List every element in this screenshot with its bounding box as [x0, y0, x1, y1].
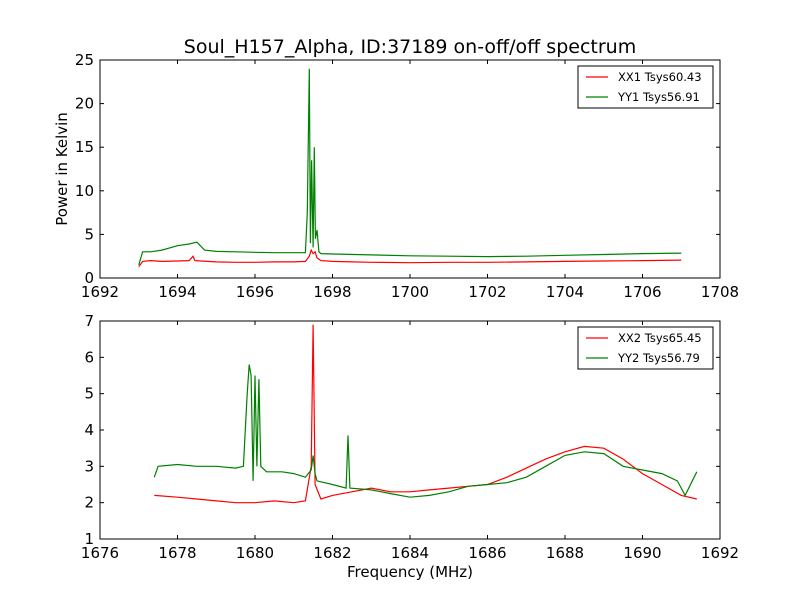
x-tick-label: 1696 — [236, 283, 274, 301]
y-tick-label: 5 — [84, 385, 94, 403]
chart-panel-2: 1676 1678 1680 1682 1684 1686 1688 1690 1692 1 2 3 4… — [81, 312, 739, 581]
x-tick-label: 1702 — [468, 283, 506, 301]
x-tick-label: 1706 — [623, 283, 661, 301]
y-tick-label: 7 — [84, 312, 94, 330]
series-line-yy1 — [138, 68, 682, 266]
y-tick-label: 10 — [75, 182, 94, 200]
y-tick-label: 4 — [84, 421, 94, 439]
chart-panel-1: 1692 1694 1696 1698 1700 1702 1704 1706 1708 0 5 10… — [53, 51, 739, 301]
figure-title: Soul_H157_Alpha, ID:37189 on-off/off spe… — [184, 36, 636, 58]
y-tick-label: 6 — [84, 348, 94, 366]
x-tick-label: 1684 — [391, 544, 429, 562]
y-tick-label: 3 — [84, 457, 94, 475]
y-tick-label: 20 — [75, 95, 94, 113]
x-tick-label: 1700 — [391, 283, 429, 301]
x-axis-label: Frequency (MHz) — [347, 563, 473, 581]
y-tick-label: 15 — [75, 138, 94, 156]
legend-box — [577, 65, 714, 109]
x-tick-label: 1692 — [81, 283, 119, 301]
series-line-xx1 — [138, 248, 682, 268]
series-line-xx2 — [154, 324, 697, 504]
x-tick-label: 1698 — [313, 283, 351, 301]
x-tick-label: 1686 — [468, 544, 506, 562]
y-tick-label: 0 — [84, 269, 94, 287]
x-tick-label: 1682 — [313, 544, 351, 562]
x-tick-label: 1692 — [701, 544, 739, 562]
legend-label: YY1 Tsys56.91 — [617, 90, 700, 104]
y-tick-label: 2 — [84, 494, 94, 512]
legend-box — [577, 326, 714, 370]
y-axis-label: Power in Kelvin — [53, 112, 71, 226]
y-tick-label: 1 — [84, 530, 94, 548]
x-tick-label: 1676 — [81, 544, 119, 562]
x-tick-label: 1690 — [623, 544, 661, 562]
series-line-yy2 — [153, 364, 698, 498]
legend-label: YY2 Tsys56.79 — [617, 351, 700, 365]
legend-label: XX2 Tsys65.45 — [618, 331, 702, 345]
legend: XX2 Tsys65.45 YY2 Tsys56.79 — [577, 326, 714, 370]
legend: XX1 Tsys60.43 YY1 Tsys56.91 — [577, 65, 714, 109]
x-tick-label: 1678 — [158, 544, 196, 562]
panels: 1692 1694 1696 1698 1700 1702 1704 1706 1708 0 5 10… — [53, 51, 739, 581]
x-tick-label: 1680 — [236, 544, 274, 562]
y-tick-label: 25 — [75, 51, 94, 69]
y-tick-label: 5 — [84, 225, 94, 243]
x-tick-label: 1704 — [546, 283, 584, 301]
legend-label: XX1 Tsys60.43 — [618, 70, 702, 84]
x-tick-label: 1688 — [546, 544, 584, 562]
x-tick-label: 1694 — [158, 283, 196, 301]
x-tick-label: 1708 — [701, 283, 739, 301]
